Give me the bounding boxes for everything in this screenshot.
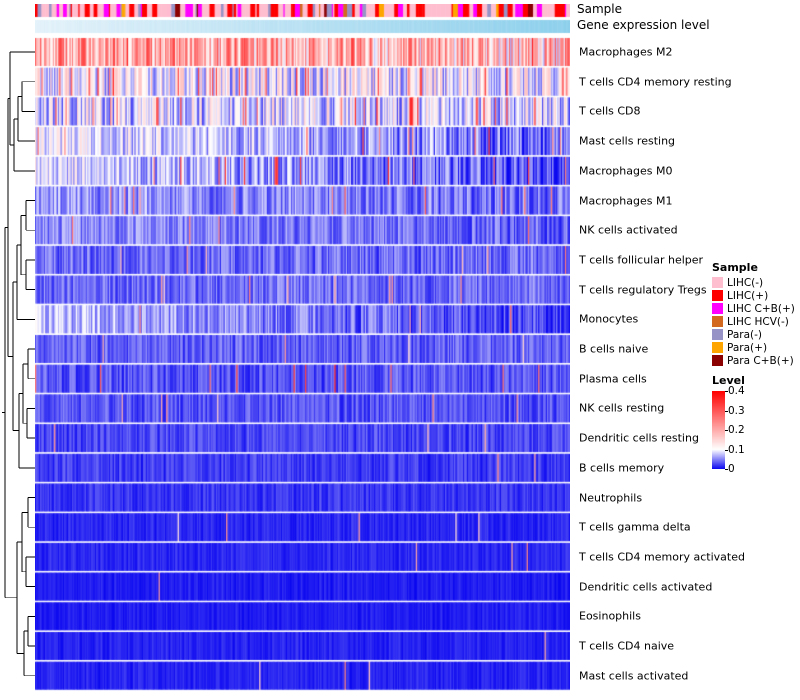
legend-swatch <box>712 355 723 366</box>
row-label: Macrophages M1 <box>579 194 673 207</box>
row-label: T cells CD8 <box>579 104 641 118</box>
colorbar-tickmark <box>725 410 728 412</box>
gene-annotation-label: Gene expression level <box>577 18 710 32</box>
heatmap-canvas <box>35 4 570 692</box>
legend-sample-item: LIHC(-) <box>712 276 798 289</box>
row-label: T cells CD4 memory activated <box>579 550 745 564</box>
legend-sample-item: Para(+) <box>712 341 798 354</box>
legend-sample-item: LIHC C+B(+) <box>712 302 798 315</box>
legend-sample-item-label: Para(-) <box>727 328 763 341</box>
legend-sample-item: Para C+B(+) <box>712 354 798 367</box>
row-label: B cells memory <box>579 461 665 475</box>
legend-sample-item-label: Para C+B(+) <box>727 354 794 367</box>
colorbar-tickmark <box>725 430 728 431</box>
colorbar-tickmark <box>725 449 728 451</box>
colorbar-tickmark <box>725 469 728 470</box>
sample-annotation-label: Sample <box>577 2 622 16</box>
level-colorbar <box>712 391 725 469</box>
colorbar-tick-label: 0.3 <box>728 404 745 417</box>
legend-level-title: Level <box>712 374 745 387</box>
row-label: NK cells activated <box>579 223 678 237</box>
level-colorbar-wrap: 0.4 0.3 0.2 0.1 0 <box>712 385 798 475</box>
row-label: NK cells resting <box>579 401 665 415</box>
row-label: Dendritic cells resting <box>579 431 699 445</box>
legend-swatch <box>712 303 723 314</box>
legend-swatch <box>712 316 723 327</box>
row-label: Monocytes <box>579 312 639 326</box>
row-dendrogram <box>2 51 35 677</box>
row-label: T cells regulatory Tregs <box>579 283 707 297</box>
colorbar-tickmark <box>725 391 728 392</box>
colorbar-tick-label: 0.1 <box>728 443 745 456</box>
row-label: Plasma cells <box>579 372 647 386</box>
legend-sample-item-label: LIHC C+B(+) <box>727 302 795 315</box>
row-label: Macrophages M2 <box>579 45 673 59</box>
row-label: B cells naive <box>579 342 649 356</box>
legend-swatch <box>712 290 723 301</box>
row-label: Neutrophils <box>579 491 643 504</box>
row-label: Eosinophils <box>579 609 641 623</box>
row-label: Dendritic cells activated <box>579 580 713 594</box>
legend-sample-item: LIHC(+) <box>712 289 798 302</box>
legend-sample-item: Para(-) <box>712 328 798 341</box>
legend-sample-items: LIHC(-) LIHC(+) LIHC C+B(+) LIHC HCV(-) Para… <box>712 276 798 367</box>
legend-sample-item-label: LIHC(+) <box>727 289 769 302</box>
legend-sample-item-label: Para(+) <box>727 341 768 354</box>
legend-swatch <box>712 277 723 288</box>
colorbar-tick-label: 0.2 <box>728 424 745 436</box>
legend: Sample LIHC(-) LIHC(+) LIHC C+B(+) LIHC HCV… <box>712 261 798 475</box>
row-label: Mast cells resting <box>579 134 676 148</box>
row-label: Macrophages M0 <box>579 164 673 178</box>
row-label: T cells CD4 memory resting <box>579 75 732 89</box>
colorbar-tick-label: 0 <box>728 463 735 475</box>
legend-swatch <box>712 342 723 353</box>
legend-swatch <box>712 329 723 340</box>
legend-sample-title: Sample <box>712 261 758 274</box>
row-label: T cells CD4 naive <box>579 639 675 653</box>
row-label: T cells gamma delta <box>579 520 691 534</box>
row-label: Mast cells activated <box>579 669 689 683</box>
legend-sample-item-label: LIHC HCV(-) <box>727 315 789 328</box>
row-label: T cells follicular helper <box>579 253 704 267</box>
colorbar-tick-label: 0.4 <box>728 385 745 397</box>
legend-sample-item: LIHC HCV(-) <box>712 315 798 328</box>
legend-sample-item-label: LIHC(-) <box>727 276 764 289</box>
legend-level-block: Level 0.4 0.3 0.2 0.1 0 <box>712 374 798 475</box>
